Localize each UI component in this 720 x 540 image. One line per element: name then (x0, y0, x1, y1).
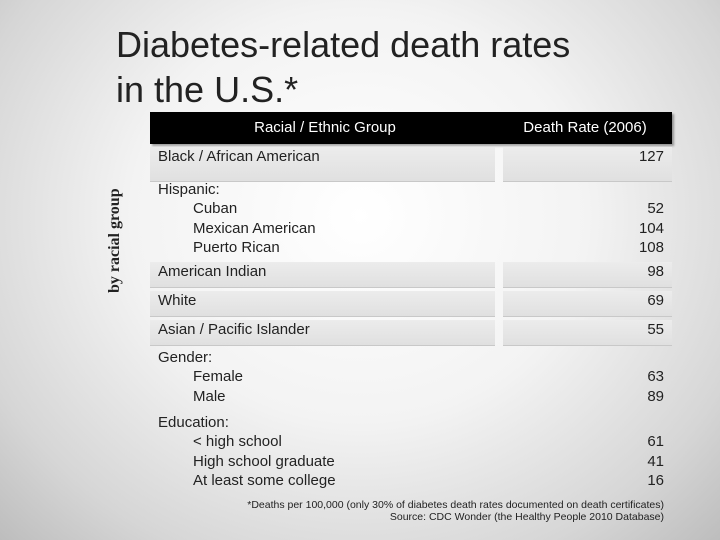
row-label: White (158, 292, 197, 309)
table-row: Asian / Pacific Islander 55 (150, 318, 672, 346)
row-value: 69 (647, 292, 664, 309)
row-label: Black / African American (158, 148, 320, 165)
row-value: 63 (647, 368, 664, 386)
table-row: Education: < high school High school gra… (150, 413, 672, 493)
row-sub-label: Female (193, 368, 244, 386)
row-value: 104 (638, 219, 664, 237)
table-row: Hispanic: Cuban Mexican American Puerto … (150, 180, 672, 264)
header-group: Racial / Ethnic Group (254, 119, 396, 136)
header-rate: Death Rate (2006) (523, 119, 647, 136)
row-value: 55 (647, 321, 664, 338)
death-rate-table: Racial / Ethnic Group Death Rate (2006) … (150, 112, 672, 489)
table-row: Black / African American 127 (150, 144, 672, 182)
footnote-source: Source: CDC Wonder (the Healthy People 2… (389, 511, 664, 523)
row-value: 52 (647, 200, 664, 218)
row-group-label: Education: (158, 414, 229, 431)
row-value: 98 (647, 263, 664, 280)
row-value: 16 (647, 471, 664, 489)
side-label: by racial group (106, 188, 123, 294)
row-value: 41 (647, 452, 664, 470)
row-value: 89 (647, 387, 664, 405)
row-sub-label: Mexican American (193, 219, 316, 237)
table-header: Racial / Ethnic Group Death Rate (2006) (150, 112, 672, 144)
row-group-label: Hispanic: (158, 181, 220, 198)
row-sub-label: < high school (193, 433, 282, 451)
row-sub-label: Cuban (193, 200, 238, 218)
table-row: White 69 (150, 289, 672, 317)
footnote-deaths: *Deaths per 100,000 (only 30% of diabete… (247, 499, 664, 511)
title-line-1: Diabetes-related death rates (116, 24, 571, 65)
row-value: 108 (638, 238, 664, 256)
slide-title: Diabetes-related death rates in the U.S.… (116, 22, 676, 112)
title-line-2: in the U.S.* (116, 69, 299, 110)
row-sub-label: Puerto Rican (193, 238, 280, 256)
table-row: Gender: Female Male 63 89 (150, 348, 672, 410)
row-label: American Indian (158, 263, 267, 280)
row-group-label: Gender: (158, 349, 213, 366)
row-label: Asian / Pacific Islander (158, 321, 310, 338)
row-value: 127 (638, 148, 664, 165)
row-sub-label: High school graduate (193, 452, 335, 470)
row-sub-label: At least some college (193, 471, 336, 489)
table-row: American Indian 98 (150, 260, 672, 288)
row-value: 61 (647, 433, 664, 451)
row-sub-label: Male (193, 387, 226, 405)
